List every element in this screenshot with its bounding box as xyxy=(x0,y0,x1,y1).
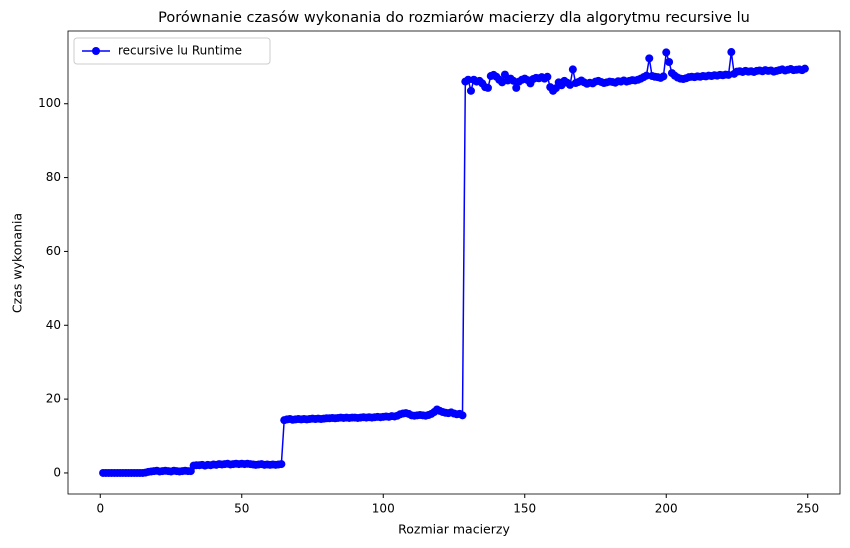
point xyxy=(727,48,736,57)
y-tick-label: 40 xyxy=(46,318,61,332)
point xyxy=(568,65,577,74)
x-tick-label: 150 xyxy=(513,502,536,516)
y-tick-label: 80 xyxy=(46,170,61,184)
x-tick-label: 100 xyxy=(372,502,395,516)
point xyxy=(659,72,668,81)
point xyxy=(483,83,492,92)
x-tick-label: 50 xyxy=(234,502,249,516)
point xyxy=(665,58,674,67)
plot-frame xyxy=(67,30,841,495)
x-tick-label: 200 xyxy=(655,502,678,516)
point xyxy=(466,86,475,95)
legend-marker xyxy=(92,47,100,55)
point xyxy=(277,460,286,469)
x-tick-label: 250 xyxy=(796,502,819,516)
y-tick-label: 0 xyxy=(53,465,61,479)
x-tick-label: 0 xyxy=(96,502,104,516)
y-tick-label: 20 xyxy=(46,392,61,406)
point xyxy=(645,54,654,63)
legend-box xyxy=(73,37,271,65)
chart-title: Porównanie czasów wykonania do rozmiarów… xyxy=(158,10,750,26)
point xyxy=(642,71,651,80)
x-axis-label: Rozmiar macierzy xyxy=(398,522,510,537)
y-tick-label: 100 xyxy=(38,96,61,110)
point xyxy=(662,48,671,57)
legend-label: recursive lu Runtime xyxy=(118,44,242,58)
y-axis-label: Czas wykonania xyxy=(10,213,25,313)
point xyxy=(543,72,552,81)
point xyxy=(512,83,521,92)
point xyxy=(464,75,473,84)
y-tick-label: 60 xyxy=(46,244,61,258)
point xyxy=(800,64,809,73)
point xyxy=(458,411,467,420)
